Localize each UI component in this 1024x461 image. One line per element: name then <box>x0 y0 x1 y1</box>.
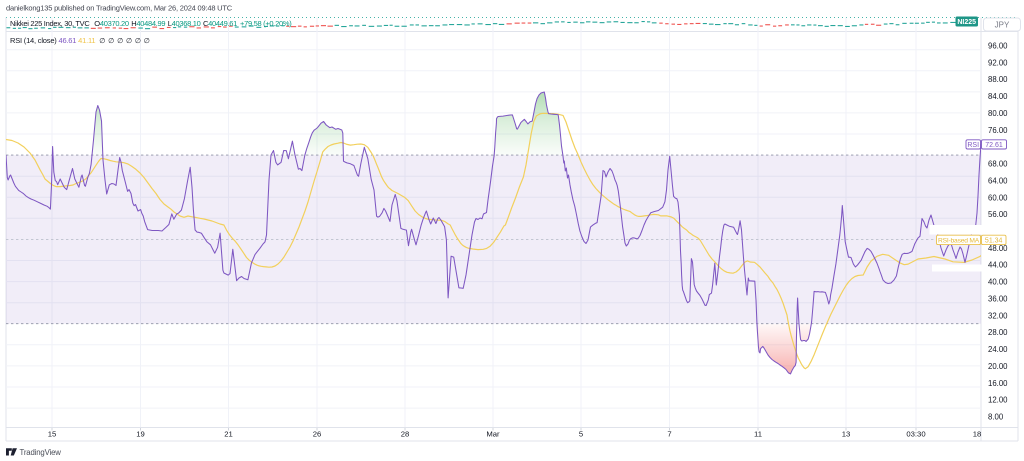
svg-text:28.00: 28.00 <box>988 328 1008 337</box>
svg-text:84.00: 84.00 <box>988 92 1008 101</box>
svg-text:76.00: 76.00 <box>988 126 1008 135</box>
svg-text:48.00: 48.00 <box>988 244 1008 253</box>
svg-text:TradingView: TradingView <box>20 448 62 457</box>
svg-text:12.00: 12.00 <box>988 396 1008 405</box>
svg-text:RSI-based MA: RSI-based MA <box>938 237 980 244</box>
svg-text:16.00: 16.00 <box>988 379 1008 388</box>
svg-text:44.00: 44.00 <box>988 261 1008 270</box>
svg-text:72.61: 72.61 <box>985 142 1003 149</box>
svg-text:36.00: 36.00 <box>988 295 1008 304</box>
svg-text:danielkong135 published on Tra: danielkong135 published on TradingView.c… <box>6 4 233 13</box>
svg-text:RSI (14, close) 46.61 41.11 ∅∅: RSI (14, close) 46.61 41.11 ∅ ∅ ∅ ∅ ∅ ∅ <box>10 36 150 45</box>
svg-text:RSI: RSI <box>967 142 979 149</box>
svg-text:21: 21 <box>224 430 233 439</box>
svg-text:24.00: 24.00 <box>988 345 1008 354</box>
svg-text:40.00: 40.00 <box>988 278 1008 287</box>
svg-text:03:30: 03:30 <box>906 430 925 439</box>
svg-text:NI225: NI225 <box>957 19 976 26</box>
svg-text:8.00: 8.00 <box>988 413 1004 422</box>
svg-text:Mar: Mar <box>486 430 500 439</box>
svg-text:32.00: 32.00 <box>988 311 1008 320</box>
svg-text:26: 26 <box>313 430 322 439</box>
svg-text:80.00: 80.00 <box>988 109 1008 118</box>
svg-text:JPY: JPY <box>995 20 1010 29</box>
svg-text:92.00: 92.00 <box>988 58 1008 67</box>
svg-text:11: 11 <box>754 430 762 439</box>
svg-text:96.00: 96.00 <box>988 42 1008 51</box>
svg-text:56.00: 56.00 <box>988 210 1008 219</box>
svg-text:68.00: 68.00 <box>988 160 1008 169</box>
svg-text:19: 19 <box>136 430 145 439</box>
svg-text:88.00: 88.00 <box>988 75 1008 84</box>
svg-text:28: 28 <box>401 430 410 439</box>
svg-text:60.00: 60.00 <box>988 193 1008 202</box>
svg-text:13: 13 <box>842 430 851 439</box>
svg-text:20.00: 20.00 <box>988 362 1008 371</box>
svg-text:51.34: 51.34 <box>985 237 1003 244</box>
svg-text:5: 5 <box>579 430 583 439</box>
svg-text:15: 15 <box>48 430 57 439</box>
svg-text:18: 18 <box>973 430 982 439</box>
svg-text:Nikkei 225 Index, 30, TVC O403: Nikkei 225 Index, 30, TVC O40370.20 H4048… <box>10 19 292 28</box>
svg-text:64.00: 64.00 <box>988 176 1008 185</box>
svg-text:7: 7 <box>667 430 671 439</box>
